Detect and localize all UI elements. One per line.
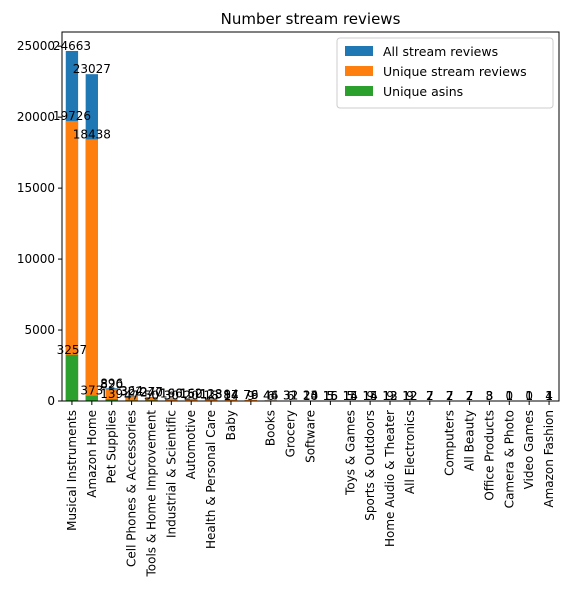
data-label: 3257 bbox=[57, 343, 88, 357]
x-tick-label: Camera & Photo bbox=[502, 410, 516, 508]
y-tick-label: 15000 bbox=[17, 181, 55, 195]
x-tick-label: Industrial & Scientific bbox=[164, 410, 178, 538]
data-label: 19726 bbox=[53, 109, 91, 123]
x-tick-label: Tools & Home Improvement bbox=[144, 410, 158, 578]
data-label: 24663 bbox=[53, 39, 91, 53]
legend-swatch bbox=[345, 86, 373, 96]
x-tick-label: Software bbox=[304, 410, 318, 463]
bar bbox=[66, 355, 78, 401]
x-axis: Musical Instruments Amazon Home Pet Suppli… bbox=[65, 401, 556, 578]
y-tick-label: 0 bbox=[47, 394, 55, 408]
x-tick-label: Home Audio & Theater bbox=[383, 410, 397, 547]
bar bbox=[86, 139, 98, 401]
legend-label: All stream reviews bbox=[383, 44, 498, 59]
y-tick-label: 25000 bbox=[17, 39, 55, 53]
legend: All stream reviews Unique stream reviews U… bbox=[337, 38, 553, 108]
legend-swatch bbox=[345, 66, 373, 76]
x-tick-label: Musical Instruments bbox=[65, 410, 79, 531]
legend-label: Unique asins bbox=[383, 84, 463, 99]
data-label: 18438 bbox=[73, 127, 111, 141]
x-tick-label: Pet Supplies bbox=[105, 410, 119, 483]
x-tick-label: Cell Phones & Accessories bbox=[125, 410, 139, 567]
x-tick-label: Toys & Games bbox=[343, 410, 357, 496]
data-label: 47 bbox=[124, 388, 139, 402]
x-tick-label: Amazon Home bbox=[85, 410, 99, 498]
chart-title: Number stream reviews bbox=[221, 10, 401, 28]
x-tick-label: Automotive bbox=[184, 410, 198, 479]
x-tick-label: Office Products bbox=[482, 410, 496, 501]
x-tick-label: Amazon Fashion bbox=[542, 410, 556, 508]
x-tick-label: Video Games bbox=[522, 410, 536, 489]
data-label: 139 bbox=[100, 387, 123, 401]
legend-swatch bbox=[345, 46, 373, 56]
x-tick-label: Baby bbox=[224, 410, 238, 440]
y-tick-label: 20000 bbox=[17, 110, 55, 124]
y-axis: 0 5000 10000 15000 20000 25000 bbox=[17, 39, 62, 408]
data-label: 30 bbox=[164, 389, 179, 403]
x-tick-label: Sports & Outdoors bbox=[363, 410, 377, 521]
y-tick-label: 5000 bbox=[24, 323, 55, 337]
x-tick-label: Books bbox=[264, 410, 278, 446]
x-tick-label: All Beauty bbox=[463, 410, 477, 471]
x-tick-label: All Electronics bbox=[403, 410, 417, 494]
x-tick-label: Grocery bbox=[284, 410, 298, 457]
data-label: 50 bbox=[144, 388, 159, 402]
data-label: 23027 bbox=[73, 62, 111, 76]
x-tick-label: Health & Personal Care bbox=[204, 410, 218, 549]
y-tick-label: 10000 bbox=[17, 252, 55, 266]
x-tick-label: Computers bbox=[443, 410, 457, 476]
legend-label: Unique stream reviews bbox=[383, 64, 527, 79]
